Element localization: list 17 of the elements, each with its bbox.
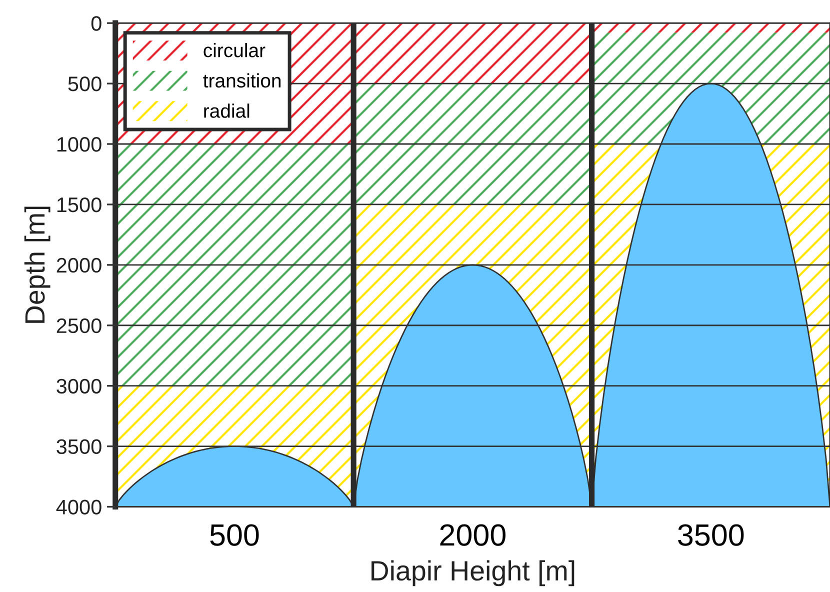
x-axis-title: Diapir Height [m] bbox=[372, 560, 574, 586]
y-tick-label: 1500 bbox=[57, 197, 102, 212]
y-tick-label: 3500 bbox=[56, 439, 102, 454]
y-tick-label: 500 bbox=[68, 76, 102, 92]
y-tick-label: 3000 bbox=[56, 378, 102, 394]
x-tick-label: 2000 bbox=[440, 524, 506, 546]
x-tick-label: 500 bbox=[210, 524, 259, 546]
y-tick-label: 0 bbox=[91, 16, 102, 31]
y-tick-label: 1000 bbox=[57, 137, 102, 152]
y-tick-label: 2500 bbox=[56, 318, 102, 334]
legend-label: circular bbox=[204, 43, 266, 58]
y-tick-label: 2000 bbox=[56, 258, 102, 273]
y-axis-title: Depth [m] bbox=[24, 206, 50, 323]
legend-label: transition bbox=[203, 73, 281, 88]
legend-label: radial bbox=[204, 104, 250, 118]
x-tick-label: 3500 bbox=[678, 524, 744, 546]
y-tick-label: 4000 bbox=[56, 500, 102, 515]
